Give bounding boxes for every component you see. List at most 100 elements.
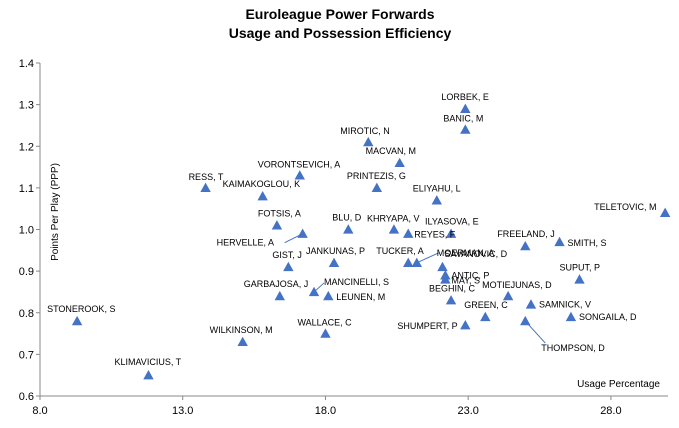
- data-point: [659, 207, 671, 218]
- data-point: [294, 170, 305, 180]
- point-label: KLIMAVICIUS, T: [114, 357, 181, 367]
- point-label: BLU, D: [332, 213, 362, 223]
- point-label: SAVANOVIC, D: [444, 249, 507, 259]
- data-point: [271, 220, 283, 230]
- data-point: [445, 228, 457, 238]
- point-label: KHRYAPA, V: [367, 214, 420, 224]
- point-label: MAY, S: [451, 275, 480, 285]
- data-point: [411, 257, 422, 267]
- point-label: FREELAND, J: [497, 229, 555, 239]
- data-point: [574, 274, 585, 284]
- data-point: [363, 136, 374, 147]
- point-label: TUCKER, A: [376, 246, 424, 256]
- point-label: BANIC, M: [443, 114, 483, 124]
- data-point: [308, 286, 320, 297]
- chart-title: Euroleague Power Forwards: [245, 6, 434, 22]
- data-point: [460, 103, 471, 113]
- data-point: [431, 195, 442, 205]
- data-point: [320, 328, 331, 338]
- data-point: [143, 369, 154, 380]
- point-label: WALLACE, C: [297, 318, 352, 328]
- point-label: MOERMAN, A: [437, 248, 495, 258]
- y-tick-label: 1.2: [19, 141, 34, 153]
- chart-subtitle: Usage and Possession Efficiency: [229, 25, 452, 41]
- data-point: [480, 311, 491, 322]
- data-point: [445, 295, 457, 305]
- x-tick-label: 8.0: [32, 405, 47, 417]
- data-point: [460, 320, 471, 330]
- point-label: VORONTSEVICH, A: [258, 159, 341, 169]
- point-label: GREEN, C: [464, 300, 508, 310]
- data-point: [200, 182, 211, 193]
- point-label: SUPUT, P: [560, 262, 601, 272]
- point-label: BEGHIN, C: [429, 283, 476, 293]
- data-point: [323, 290, 334, 301]
- data-point: [237, 336, 248, 347]
- data-point: [297, 228, 308, 238]
- data-point: [328, 257, 340, 267]
- data-point: [525, 299, 537, 309]
- y-tick-label: 1.1: [19, 183, 34, 195]
- point-label: JANKUNAS, P: [306, 246, 365, 256]
- x-tick-label: 18.0: [315, 405, 336, 417]
- data-point: [520, 240, 531, 251]
- x-axis-label: Usage Percentage: [577, 379, 660, 390]
- x-tick-label: 23.0: [457, 405, 478, 417]
- data-point: [394, 157, 405, 168]
- point-label: ELIYAHU, L: [413, 183, 461, 193]
- y-axis-label: Points Per Play (PPP): [50, 163, 61, 261]
- x-tick-label: 28.0: [600, 405, 621, 417]
- point-label: KAIMAKOGLOU, K: [223, 179, 301, 189]
- axes: 0.6 0.7 0.8 0.9 1.0 1.1 1.2 1.3 1.4 8.0 13.0 18.0 23…: [19, 58, 668, 417]
- data-point: [283, 261, 294, 272]
- y-tick-label: 0.9: [19, 266, 34, 278]
- point-label: PRINTEZIS, G: [347, 171, 406, 181]
- point-label: FOTSIS, A: [258, 208, 301, 218]
- point-label: WILKINSON, M: [210, 325, 273, 335]
- data-point: [388, 224, 400, 234]
- point-label: LEUNEN, M: [336, 292, 385, 302]
- y-tick-label: 1.3: [19, 100, 34, 112]
- data-point: [460, 124, 471, 134]
- point-label: MOTIEJUNAS, D: [482, 280, 552, 290]
- point-label: MIROTIC, N: [340, 126, 390, 136]
- data-point: [371, 182, 383, 193]
- y-tick-label: 0.6: [19, 391, 34, 403]
- point-label: SMITH, S: [568, 238, 607, 248]
- point-label: STONEROOK, S: [47, 304, 115, 314]
- point-label: MANCINELLI, S: [324, 277, 389, 287]
- data-point: [403, 228, 414, 238]
- y-tick-label: 1.0: [19, 225, 34, 237]
- point-labels: LORBEK, E BANIC, M MIROTIC, N MACVAN, M VORO…: [47, 92, 656, 367]
- label-leader-line: [416, 252, 440, 264]
- data-point: [403, 257, 414, 267]
- point-label: ANTIC, P: [451, 270, 489, 280]
- point-label: HERVELLE, A: [217, 238, 274, 248]
- point-label: ILYASOVA, E: [425, 217, 479, 227]
- data-point: [565, 311, 577, 322]
- point-label: SONGAILA, D: [579, 312, 637, 322]
- point-label: SAMNICK, V: [539, 299, 591, 309]
- point-label: GARBAJOSA, J: [244, 279, 309, 289]
- data-point: [274, 290, 285, 301]
- point-label: LORBEK, E: [441, 92, 489, 102]
- point-label: SHUMPERT, P: [397, 321, 457, 331]
- data-point: [71, 315, 83, 326]
- data-point: [520, 315, 531, 326]
- data-point: [502, 290, 514, 301]
- point-label: MACVAN, M: [366, 146, 416, 156]
- point-label: GIST, J: [272, 250, 302, 260]
- y-tick-label: 0.7: [19, 349, 34, 361]
- x-tick-label: 13.0: [172, 405, 193, 417]
- data-point: [437, 261, 448, 272]
- point-label: RESS, T: [189, 172, 224, 182]
- point-label: TELETOVIC, M: [594, 202, 656, 212]
- data-points: [71, 103, 671, 380]
- data-point: [440, 274, 451, 284]
- y-tick-label: 1.4: [19, 58, 34, 70]
- y-tick-label: 0.8: [19, 308, 34, 320]
- point-label: REYES, F: [414, 230, 456, 240]
- data-point: [343, 224, 354, 234]
- point-label: THOMPSON, D: [541, 343, 605, 353]
